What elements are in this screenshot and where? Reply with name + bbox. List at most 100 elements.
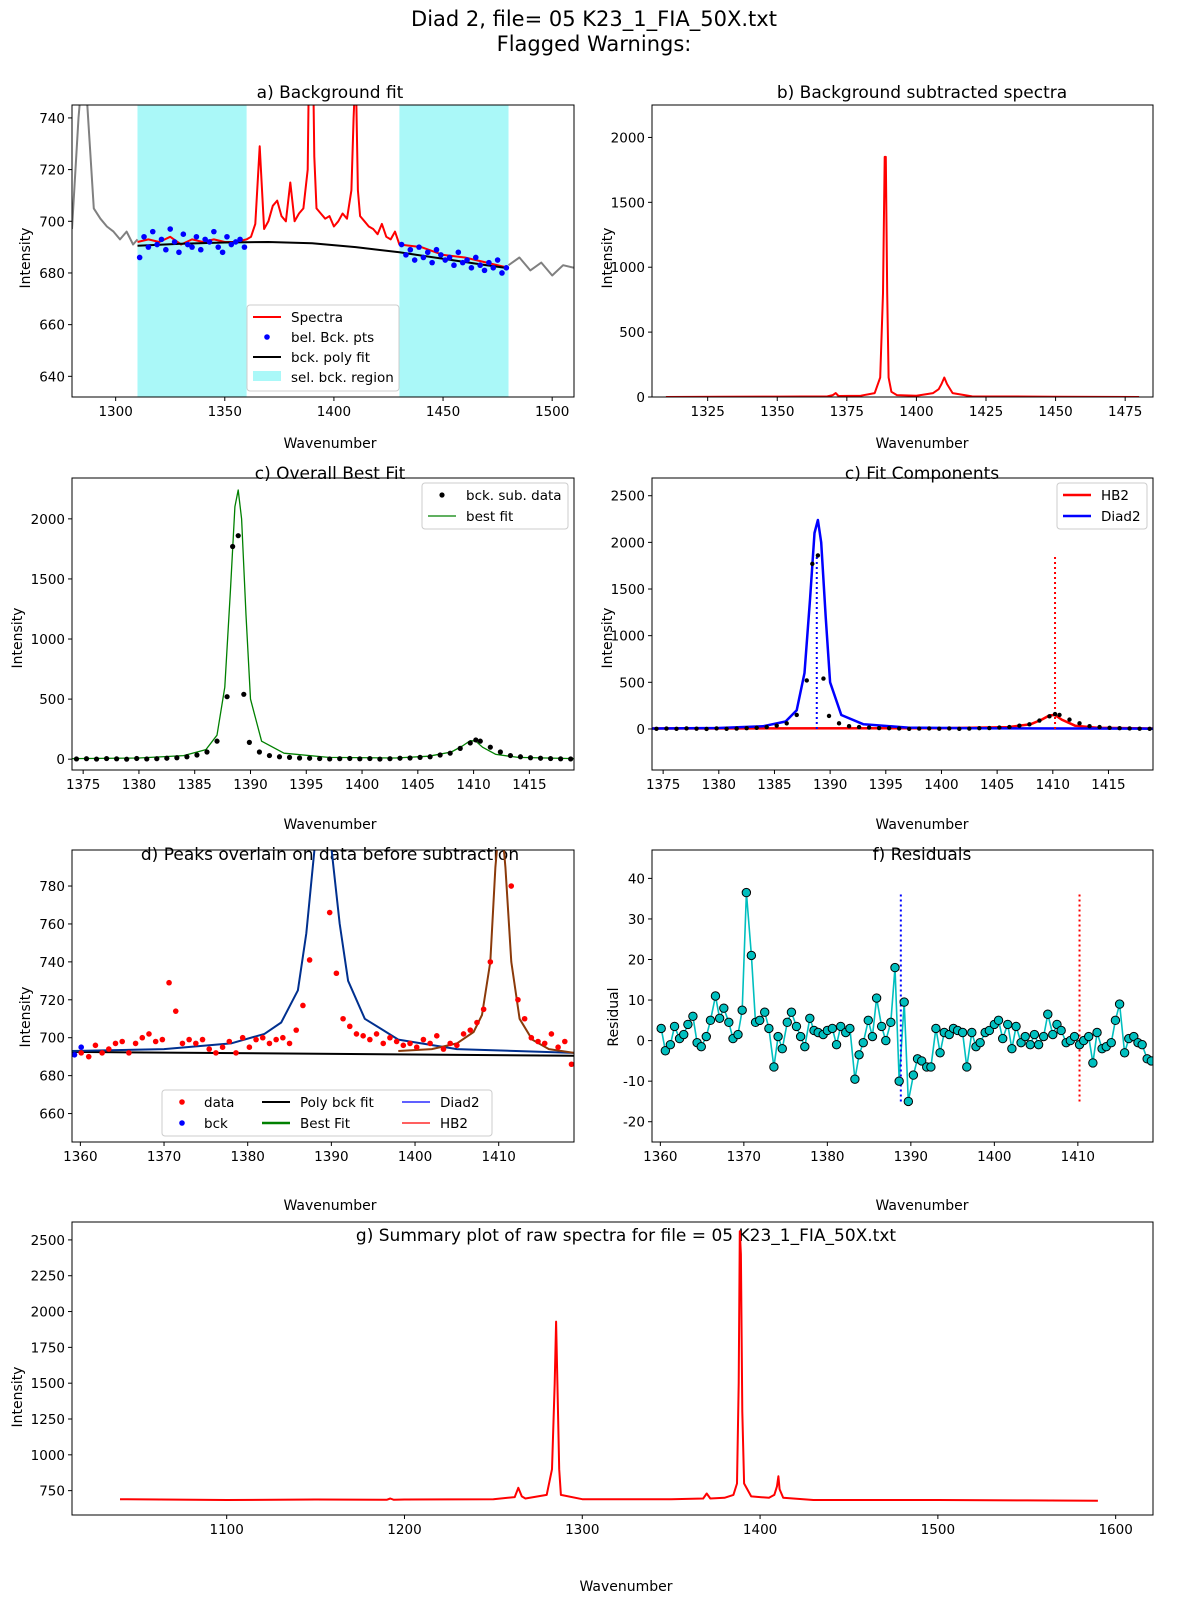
panel-g-title: g) Summary plot of raw spectra for file … — [356, 1226, 896, 1246]
data-point — [427, 754, 433, 760]
data-point — [214, 738, 220, 744]
x-tick-label: 1375 — [66, 777, 100, 793]
x-tick-label: 1300 — [98, 404, 132, 420]
residual-marker — [719, 1003, 729, 1013]
data-point — [326, 909, 333, 916]
plot-area — [665, 155, 1140, 397]
panel-d-ylabel: Intensity — [18, 987, 34, 1048]
residual-marker — [863, 1015, 873, 1026]
data-point — [78, 1044, 85, 1050]
data-point — [293, 1027, 300, 1033]
data-point — [535, 1038, 541, 1045]
data-point — [327, 756, 333, 762]
data-point — [917, 726, 922, 731]
x-tick-label: 1300 — [565, 1522, 599, 1538]
data-point — [455, 249, 462, 256]
data-point — [340, 1015, 346, 1022]
data-point — [174, 755, 180, 761]
data-point — [180, 231, 187, 238]
residual-marker — [737, 1005, 747, 1015]
data-point — [407, 755, 413, 761]
data-point — [306, 957, 313, 963]
panel-g-ylabel: Intensity — [10, 1367, 26, 1428]
panel-c1-xlabel: Wavenumber — [283, 817, 376, 833]
data-point — [416, 244, 422, 250]
residual-marker — [773, 1031, 783, 1042]
residual-marker — [903, 1096, 914, 1107]
panel-fit-components: c) Fit Components Wavenumber Intensity 1… — [600, 464, 1154, 833]
data-point — [1107, 725, 1112, 731]
data-point — [167, 226, 174, 232]
data-point — [437, 752, 443, 758]
x-tick-label: 1450 — [426, 404, 460, 420]
data-point — [230, 543, 236, 550]
data-point — [99, 1050, 105, 1056]
residual-marker — [876, 1021, 887, 1032]
residual-marker — [1020, 1031, 1030, 1042]
data-point — [377, 756, 383, 762]
data-point — [253, 1036, 259, 1043]
data-point — [1057, 712, 1062, 718]
data-point — [154, 241, 160, 248]
data-point — [241, 244, 248, 250]
data-point — [136, 254, 143, 261]
panel-f-title: f) Residuals — [873, 845, 972, 865]
legend-label: data — [204, 1095, 234, 1111]
panel-a-title: a) Background fit — [257, 83, 404, 103]
data-point — [286, 1040, 293, 1047]
data-point — [724, 726, 729, 731]
x-tick-label: 1415 — [1091, 777, 1125, 793]
data-point — [967, 726, 972, 731]
y-tick-label: 2000 — [611, 535, 645, 551]
data-point — [333, 970, 340, 977]
residual-marker — [777, 1044, 787, 1054]
data-point — [442, 257, 449, 263]
data-point — [398, 241, 405, 248]
residual-marker — [795, 1031, 806, 1042]
legend-box — [421, 482, 569, 530]
panel-b-ylabel: Intensity — [600, 228, 616, 289]
data-point — [360, 1033, 366, 1039]
residual-marker — [660, 1046, 671, 1056]
data-point — [367, 1036, 373, 1043]
panel-residuals: f) Residuals Wavenumber Residual 1360 137… — [606, 845, 1154, 1214]
data-point — [171, 239, 178, 245]
data-point — [507, 752, 514, 759]
data-point — [654, 726, 659, 731]
residual-marker — [867, 1031, 878, 1042]
y-tick-label: 500 — [619, 325, 645, 341]
data-point — [521, 1015, 528, 1022]
data-point — [826, 713, 832, 719]
residual-marker — [962, 1062, 972, 1072]
panel-a-xlabel: Wavenumber — [283, 436, 376, 452]
data-point — [241, 691, 247, 697]
data-point — [78, 1050, 85, 1056]
residual-marker — [890, 962, 900, 973]
legend-label: bel. Bck. pts — [291, 330, 374, 346]
x-tick-label: 1380 — [702, 777, 736, 793]
x-tick-label: 1375 — [830, 404, 864, 420]
y-tick-label: 1000 — [31, 632, 65, 648]
residual-marker — [957, 1027, 968, 1038]
x-tick-label: 1450 — [1038, 404, 1072, 420]
background-region — [137, 105, 247, 397]
data-point — [1047, 714, 1052, 719]
residual-marker — [1048, 1029, 1058, 1040]
data-point — [487, 959, 494, 965]
data-point — [273, 1036, 279, 1043]
data-point — [226, 1038, 233, 1045]
legend-swatch — [179, 1099, 185, 1105]
data-point — [467, 1027, 474, 1033]
data-point — [266, 1040, 273, 1047]
residual-marker — [1092, 1027, 1102, 1038]
residual-marker — [850, 1074, 860, 1084]
data-point — [194, 752, 200, 758]
data-point — [317, 755, 323, 762]
panel-summary-raw: g) Summary plot of raw spectra for file … — [10, 1221, 1154, 1595]
residual-marker — [710, 991, 721, 1001]
x-tick-label: 1400 — [743, 1522, 777, 1538]
plot-area — [656, 887, 1153, 1107]
residual-marker — [1088, 1058, 1098, 1068]
y-tick-label: 0 — [56, 752, 65, 768]
x-tick-label: 1370 — [147, 1149, 181, 1165]
